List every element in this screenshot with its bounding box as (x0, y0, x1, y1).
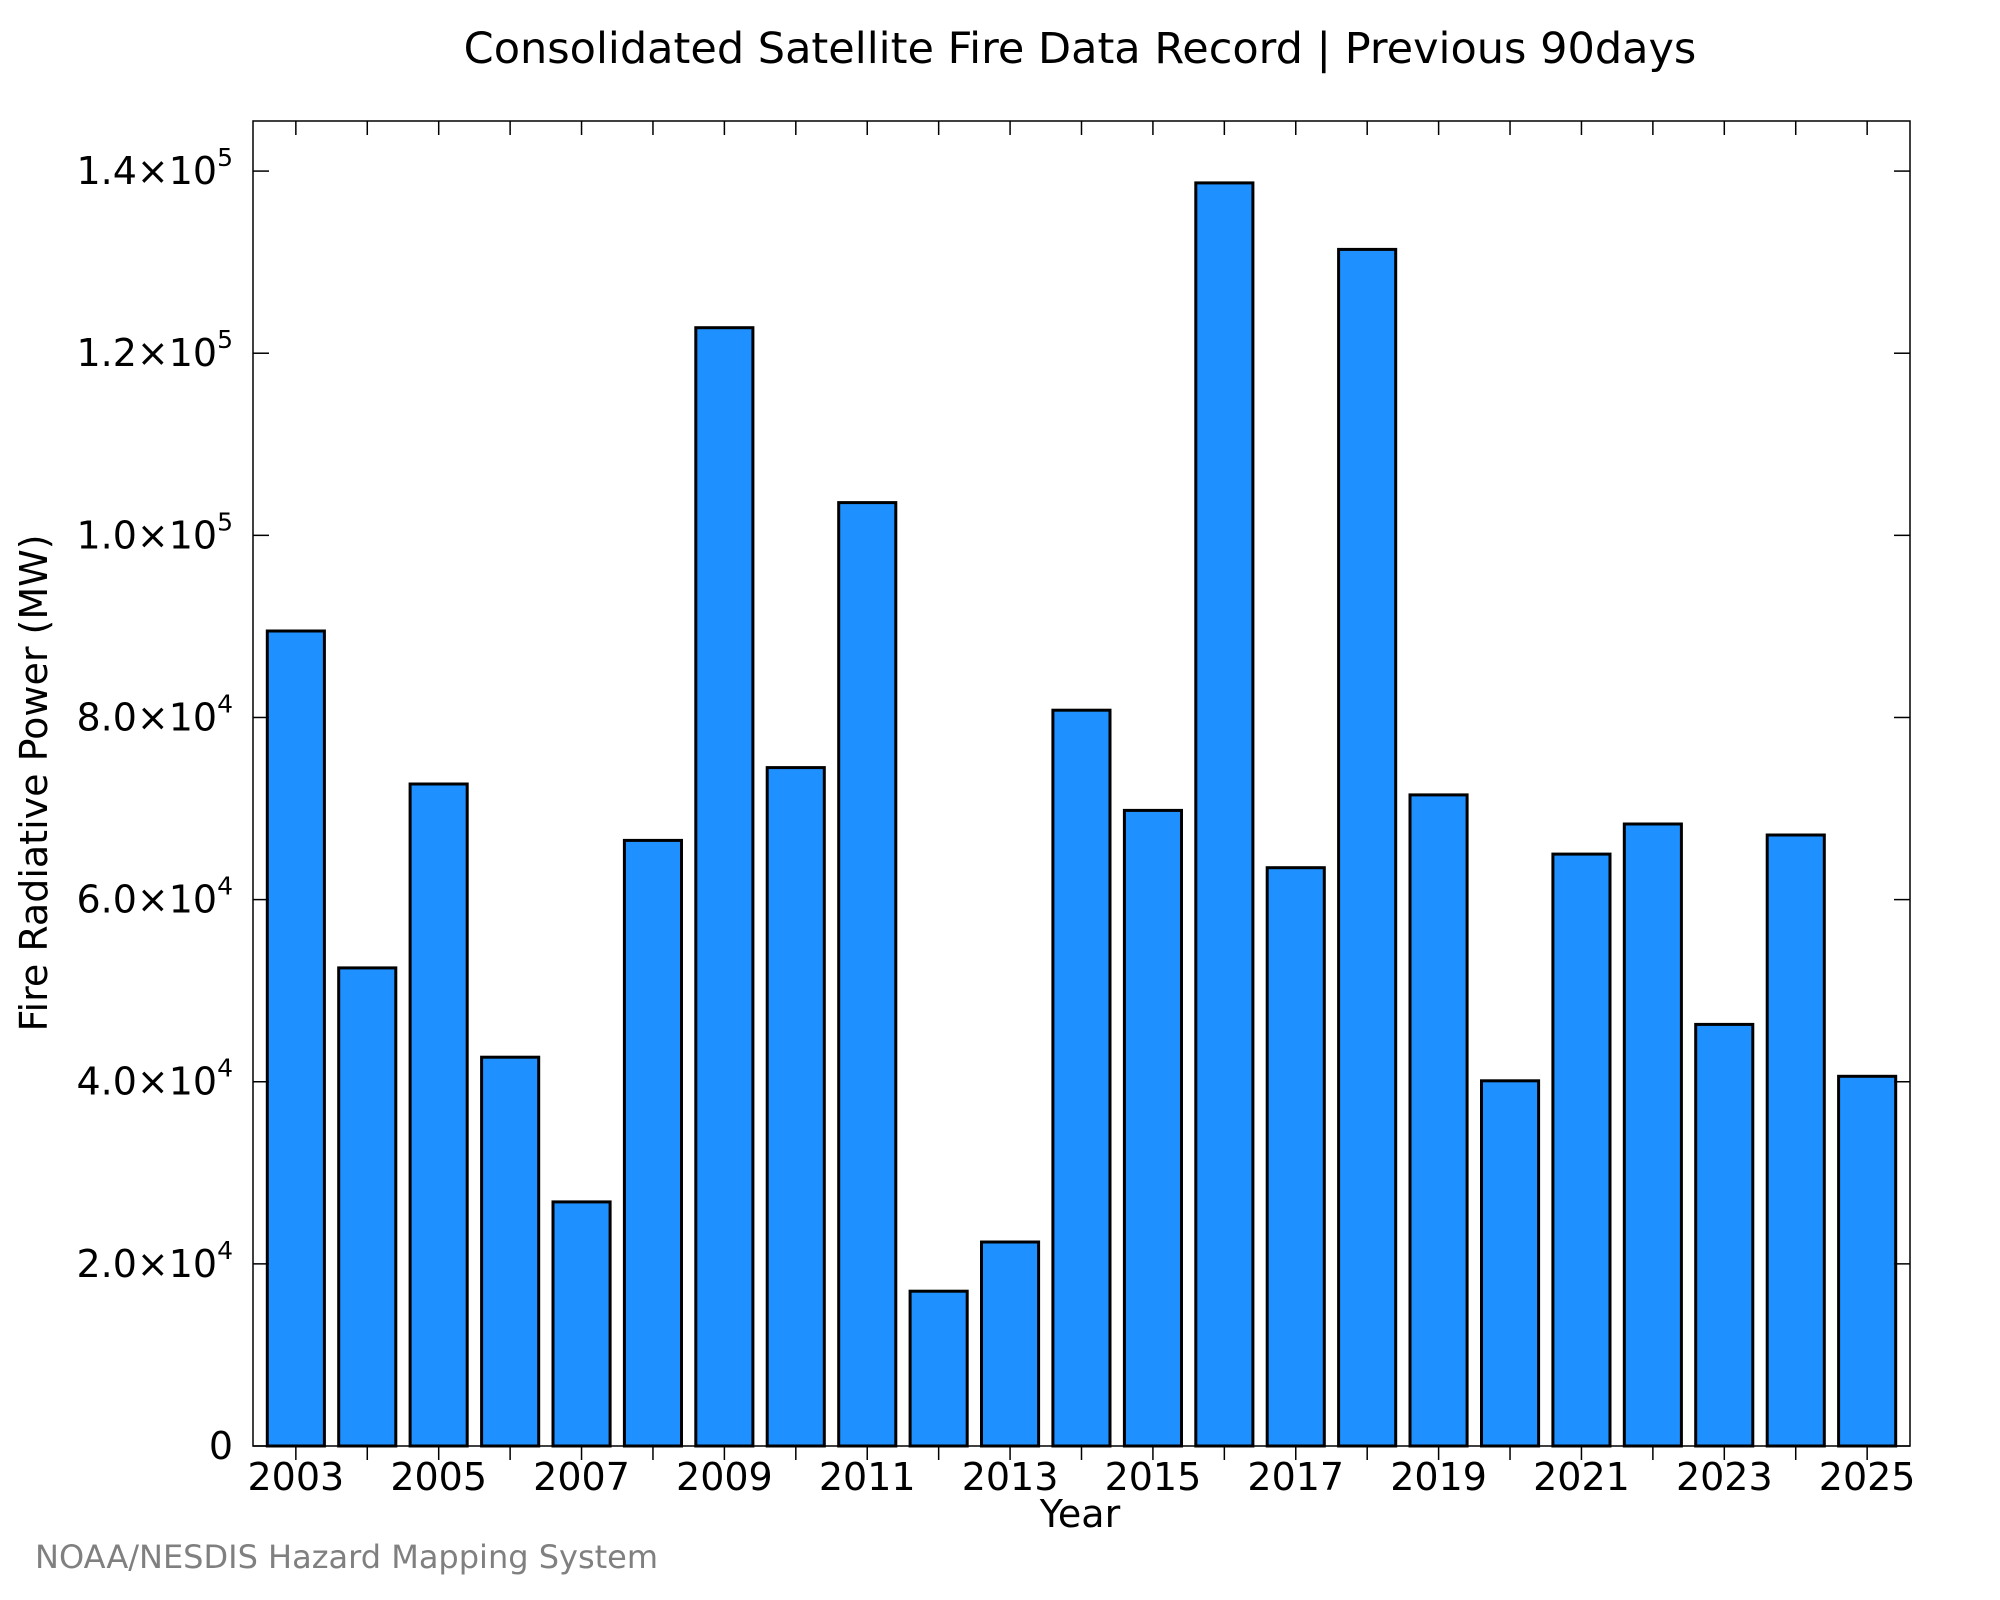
x-axis-label: Year (1039, 1492, 1121, 1536)
x-tick-label: 2021 (1533, 1455, 1630, 1499)
y-tick-label: 1.2×105 (76, 325, 233, 375)
x-tick-label: 2023 (1676, 1455, 1773, 1499)
x-tick-label: 2009 (676, 1455, 773, 1499)
bar-2007 (551, 1200, 612, 1448)
bar-2012 (908, 1289, 969, 1448)
x-tick-label: 2025 (1819, 1455, 1916, 1499)
y-tick-label: 1.4×105 (76, 143, 233, 193)
x-tick-label: 2019 (1390, 1455, 1487, 1499)
x-tick-label: 2011 (819, 1455, 916, 1499)
y-tick-label: 6.0×104 (76, 872, 233, 922)
y-tick-label: 0 (209, 1424, 233, 1468)
bar-2003 (265, 629, 326, 1448)
bar-2010 (765, 766, 826, 1448)
x-tick-label: 2017 (1247, 1455, 1344, 1499)
bar-2009 (694, 326, 755, 1448)
y-tick-label: 2.0×104 (76, 1236, 233, 1286)
bar-2013 (980, 1240, 1041, 1448)
y-tick-label: 4.0×104 (76, 1054, 233, 1104)
bar-2024 (1765, 833, 1826, 1448)
bar-2022 (1622, 822, 1683, 1448)
bar-2014 (1051, 708, 1112, 1448)
x-tick-label: 2005 (390, 1455, 487, 1499)
bar-2019 (1408, 793, 1469, 1448)
x-tick-label: 2003 (247, 1455, 344, 1499)
y-axis: 0 2.0×104 4.0×104 6.0×104 8.0×104 1.0×105 1.2×… (76, 143, 1910, 1468)
chart-title: Consolidated Satellite Fire Data Record … (464, 24, 1697, 74)
bar-2018 (1337, 247, 1398, 1448)
bar-2025 (1837, 1074, 1898, 1448)
y-tick-label: 1.0×105 (76, 507, 233, 557)
x-tick-label: 2013 (962, 1455, 1059, 1499)
bar-2004 (337, 966, 398, 1448)
bar-2008 (622, 838, 684, 1448)
x-tick-label: 2007 (533, 1455, 630, 1499)
bar-2017 (1265, 866, 1326, 1448)
bar-2005 (408, 782, 469, 1448)
bar-2020 (1480, 1079, 1541, 1448)
bar-2023 (1694, 1022, 1755, 1448)
bar-2006 (480, 1055, 541, 1448)
bar-2011 (837, 501, 898, 1448)
credit-text: NOAA/NESDIS Hazard Mapping System (35, 1538, 658, 1576)
bars-group (265, 181, 1898, 1448)
y-axis-label: Fire Radiative Power (MW) (12, 534, 56, 1031)
y-tick-label: 8.0×104 (76, 689, 233, 739)
bar-2016 (1194, 181, 1255, 1448)
bar-2021 (1551, 852, 1612, 1448)
x-axis: 2003 2005 2007 2009 2011 2013 2015 2017 2019 2021… (247, 121, 1916, 1499)
bar-2015 (1122, 808, 1184, 1448)
x-tick-label: 2015 (1105, 1455, 1202, 1499)
